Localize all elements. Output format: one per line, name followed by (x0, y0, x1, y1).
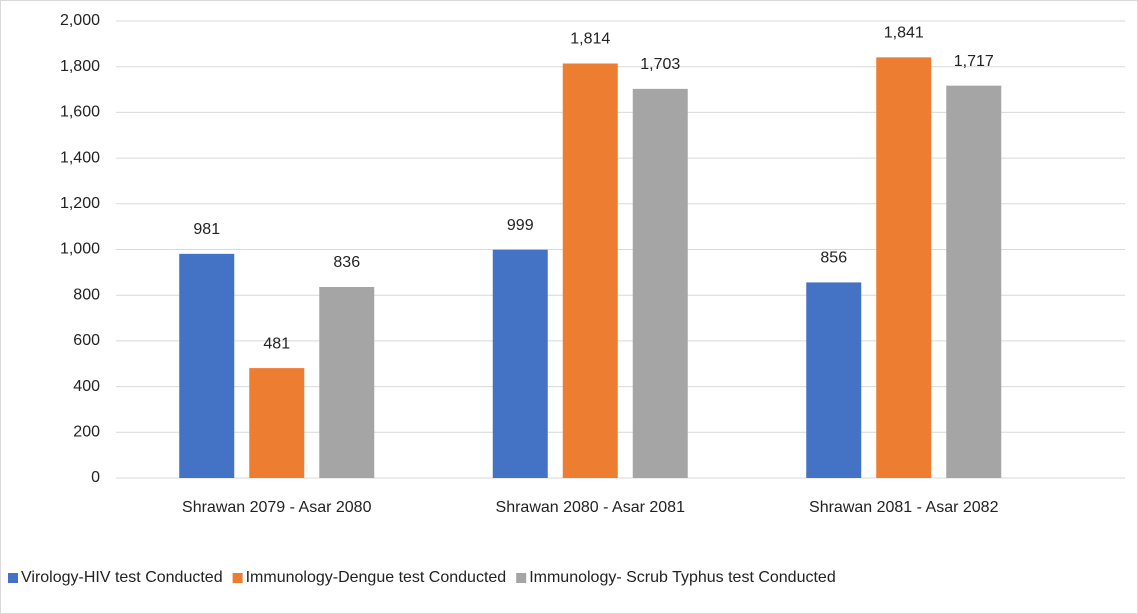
bar (946, 85, 1002, 478)
bar (249, 368, 305, 478)
y-tick-label: 0 (91, 469, 100, 486)
y-tick-label: 400 (73, 378, 100, 395)
y-tick-label: 600 (73, 332, 100, 349)
bar (562, 63, 618, 478)
bar (179, 253, 235, 478)
y-tick-label: 1,400 (60, 149, 100, 166)
y-tick-label: 800 (73, 286, 100, 303)
y-tick-label: 1,600 (60, 104, 100, 121)
value-label: 981 (193, 221, 220, 238)
x-tick-label: Shrawan 2079 - Asar 2080 (182, 499, 372, 516)
bar (632, 88, 688, 478)
bar (319, 286, 375, 478)
legend-label: Virology-HIV test Conducted (21, 569, 223, 586)
value-label: 1,814 (570, 31, 610, 48)
legend-label: Immunology-Dengue test Conducted (246, 569, 507, 586)
bar (876, 57, 932, 478)
bar (806, 282, 862, 478)
legend-label: Immunology- Scrub Typhus test Conducted (529, 569, 836, 586)
value-label: 1,717 (954, 53, 994, 70)
y-tick-label: 1,800 (60, 58, 100, 75)
bar (492, 249, 548, 478)
legend-swatch (232, 573, 243, 583)
y-tick-label: 1,200 (60, 195, 100, 212)
legend-swatch (8, 573, 18, 583)
x-tick-label: Shrawan 2080 - Asar 2081 (496, 499, 686, 516)
y-tick-label: 200 (73, 424, 100, 441)
value-label: 1,703 (640, 56, 680, 73)
value-label: 856 (820, 250, 847, 267)
legend-swatch (516, 573, 527, 583)
value-label: 999 (507, 217, 534, 234)
x-tick-label: Shrawan 2081 - Asar 2082 (809, 499, 999, 516)
value-label: 1,841 (884, 25, 924, 42)
y-tick-label: 1,000 (60, 241, 100, 258)
value-label: 836 (333, 254, 360, 271)
value-label: 481 (263, 335, 290, 352)
y-tick-label: 2,000 (60, 12, 100, 29)
